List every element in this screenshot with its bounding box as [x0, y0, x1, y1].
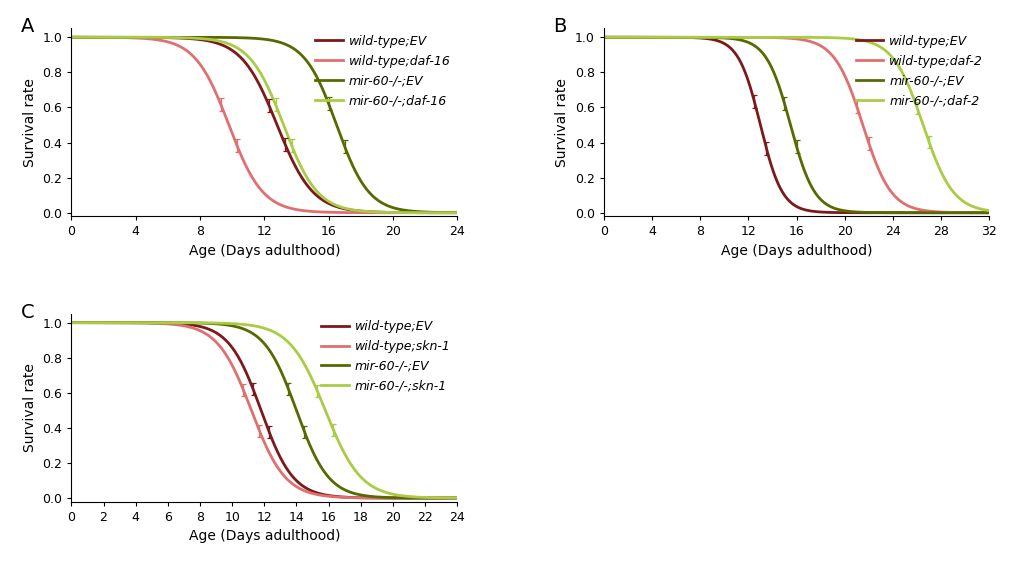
- X-axis label: Age (Days adulthood): Age (Days adulthood): [189, 244, 339, 258]
- X-axis label: Age (Days adulthood): Age (Days adulthood): [189, 529, 339, 543]
- Text: C: C: [21, 303, 35, 321]
- Text: A: A: [21, 17, 35, 36]
- X-axis label: Age (Days adulthood): Age (Days adulthood): [720, 244, 871, 258]
- Y-axis label: Survival rate: Survival rate: [22, 78, 37, 167]
- Legend: wild-type;EV, wild-type;daf-2, mir-60-/-;EV, mir-60-/-;daf-2: wild-type;EV, wild-type;daf-2, mir-60-/-…: [855, 35, 982, 107]
- Legend: wild-type;EV, wild-type;daf-16, mir-60-/-;EV, mir-60-/-;daf-16: wild-type;EV, wild-type;daf-16, mir-60-/…: [315, 35, 450, 107]
- Y-axis label: Survival rate: Survival rate: [22, 363, 37, 452]
- Legend: wild-type;EV, wild-type;skn-1, mir-60-/-;EV, mir-60-/-;skn-1: wild-type;EV, wild-type;skn-1, mir-60-/-…: [321, 320, 450, 393]
- Y-axis label: Survival rate: Survival rate: [554, 78, 569, 167]
- Text: B: B: [553, 17, 567, 36]
